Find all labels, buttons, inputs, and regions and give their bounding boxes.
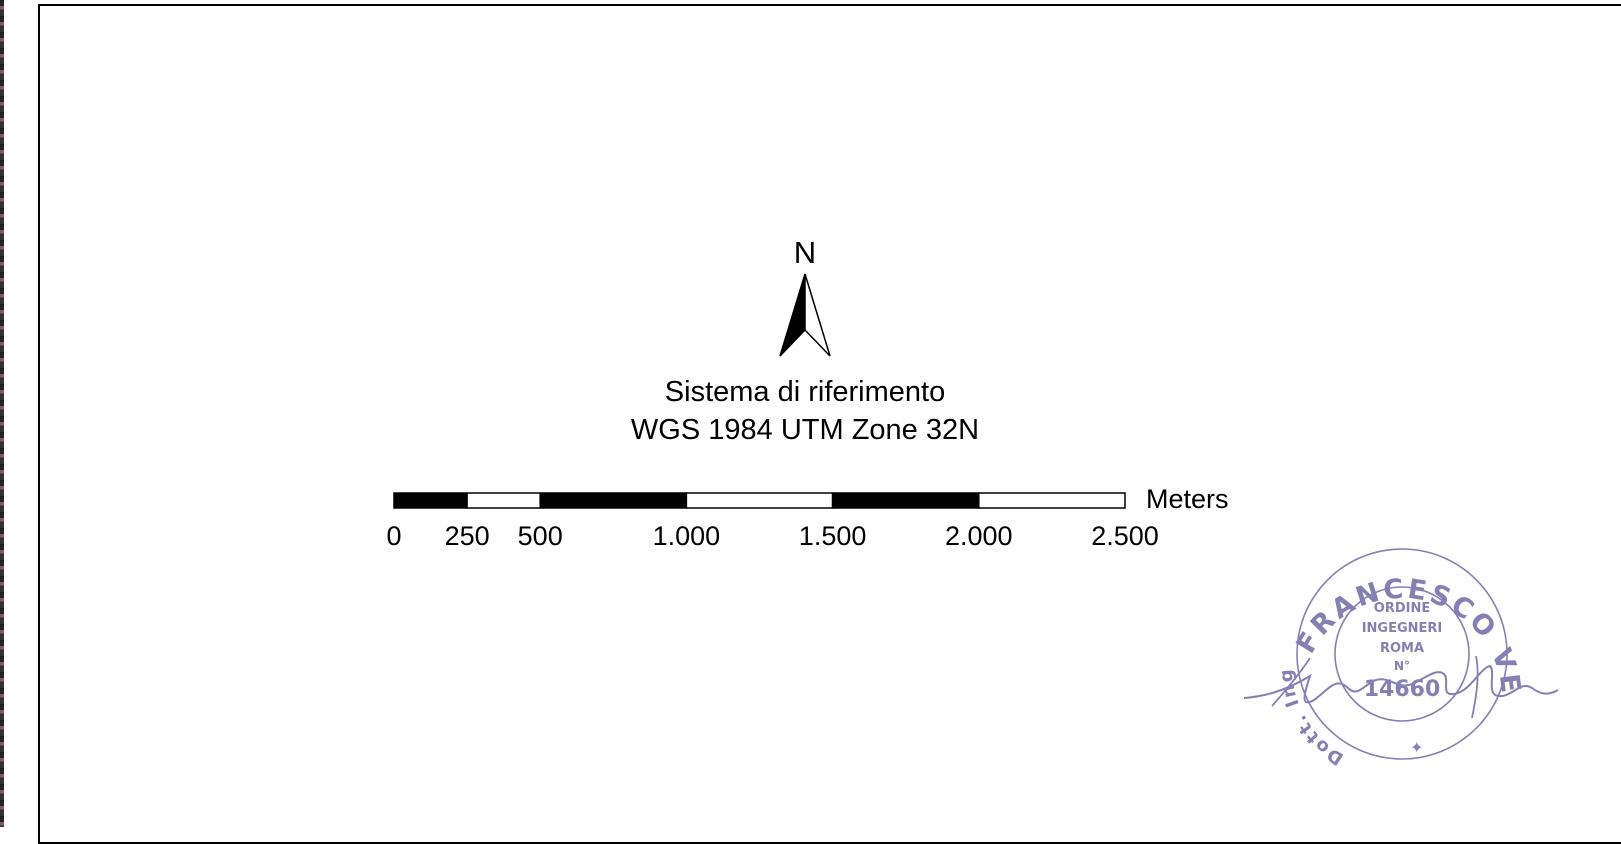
engineer-seal-stamp: FRANCESCO VENTURA Dott. Ing. ORDINEINGEG… xyxy=(1240,548,1559,769)
scale-bar-segments xyxy=(393,492,1126,509)
scale-bar-tick-label-1: 250 xyxy=(444,521,490,551)
reference-system-title: Sistema di riferimento xyxy=(664,376,946,408)
scale-bar-tick-label-2: 500 xyxy=(517,521,563,551)
stamp-center-line-4: 14660 xyxy=(1364,677,1441,702)
scale-bar-tick-label-5: 2.000 xyxy=(945,521,1013,551)
stamp-center-line-1: INGEGNERI xyxy=(1362,621,1443,636)
scale-bar-segment-2 xyxy=(539,492,688,509)
left-edge-strip xyxy=(0,0,4,827)
scale-bar-segment-1 xyxy=(466,492,541,509)
north-letter: N xyxy=(793,235,817,270)
scale-bar-tick-label-3: 1.000 xyxy=(652,521,721,551)
scale-bar-unit: Meters xyxy=(1146,484,1229,514)
scale-bar-tick-label-4: 1.500 xyxy=(798,521,867,551)
reference-system-projection: WGS 1984 UTM Zone 32N xyxy=(630,414,980,446)
scale-bar xyxy=(393,492,1126,509)
stamp-center-line-2: ROMA xyxy=(1380,641,1424,656)
scale-bar-tick-label-6: 2.500 xyxy=(1091,521,1159,551)
stamp-ring-title: Dott. Ing. xyxy=(1240,548,1345,769)
stamp-star-glyph: ✦ xyxy=(1410,738,1423,757)
scale-bar-tick-label-0: 0 xyxy=(386,521,402,551)
stamp-center-line-3: N° xyxy=(1394,659,1410,673)
scale-bar-segment-4 xyxy=(831,492,980,509)
north-arrow-icon xyxy=(779,273,831,357)
scale-bar-segment-3 xyxy=(685,492,834,509)
stamp-center-line-0: ORDINE xyxy=(1374,601,1430,616)
scale-bar-segment-0 xyxy=(393,492,468,509)
svg-text:Dott. Ing.: Dott. Ing. xyxy=(1240,548,1347,769)
scale-bar-segment-5 xyxy=(978,492,1126,509)
north-arrow: N xyxy=(775,236,835,362)
signature-scribble xyxy=(1243,664,1559,704)
